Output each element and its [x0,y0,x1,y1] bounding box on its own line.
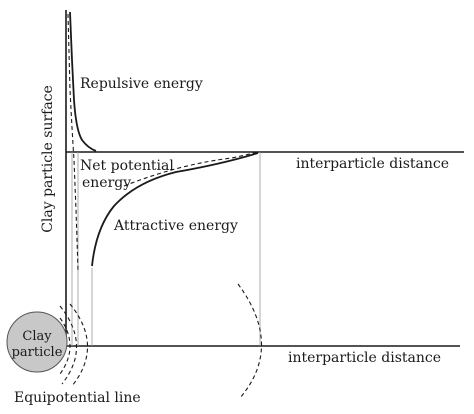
net-potential-label-2: energy [82,175,131,191]
clay-particle-label-1: Clay [22,329,52,344]
repulsive-energy-curve [69,11,97,152]
equipotential-line-label: Equipotential line [14,390,141,406]
clay-particle [6,311,68,373]
equipotential-arc-2 [59,305,78,385]
attractive-energy-label: Attractive energy [113,218,238,234]
net-potential-label-1: Net potential [80,158,174,174]
x-axis-label-bottom: interparticle distance [288,350,441,366]
equipotential-arc-1 [59,317,71,375]
repulsive-energy-label: Repulsive energy [80,76,203,92]
clay-particle-label-2: particle [12,345,63,360]
equipotential-arc-far [237,283,263,399]
net-potential-tail [123,151,259,187]
net-potential-energy-curve [67,13,79,271]
y-axis-label: Clay particle surface [40,85,56,233]
x-axis-label-top: interparticle distance [296,156,449,172]
attractive-energy-curve [91,152,259,267]
equipotential-arc-3 [69,303,89,387]
